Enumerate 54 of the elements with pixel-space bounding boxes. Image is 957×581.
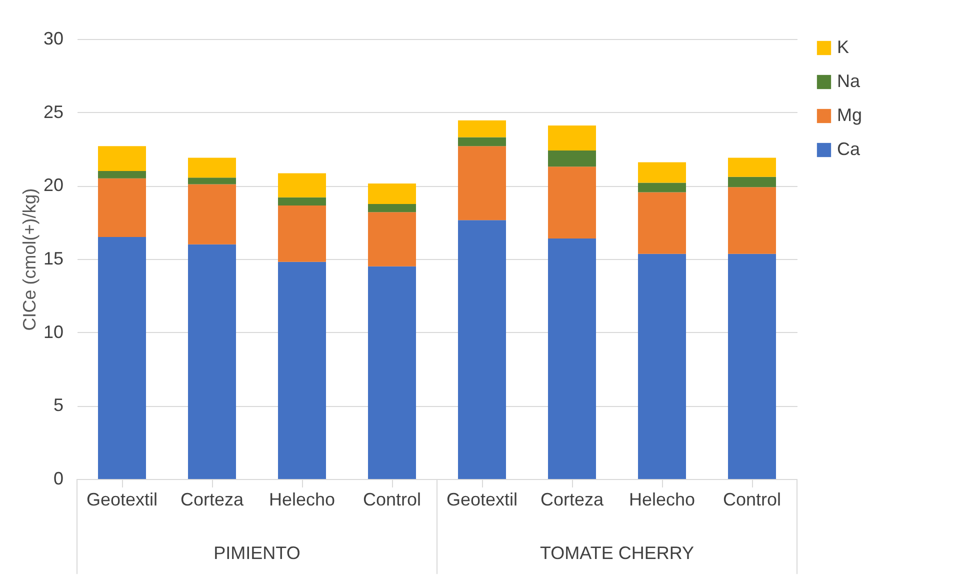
y-tick-label: 15: [43, 248, 64, 268]
x-tick-label: Control: [722, 490, 782, 510]
bar: [188, 184, 236, 244]
bar: [368, 212, 416, 266]
x-tick-label: Helecho: [628, 490, 696, 510]
bar: [368, 266, 416, 479]
bar: [188, 244, 236, 479]
bar: [98, 146, 146, 171]
bar: [548, 166, 596, 238]
bar: [728, 187, 776, 254]
legend-label: Mg: [837, 105, 862, 125]
bar: [548, 238, 596, 479]
bar: [638, 182, 686, 192]
bar: [458, 137, 506, 146]
bar: [98, 178, 146, 237]
x-tick-label: Control: [362, 490, 422, 510]
bar: [188, 158, 236, 178]
y-tick-label: 5: [53, 395, 64, 416]
y-tick-label: 30: [43, 28, 64, 48]
legend-label: Ca: [837, 139, 861, 159]
x-tick-label: Corteza: [540, 490, 604, 510]
bar: [458, 220, 506, 479]
bar: [728, 158, 776, 177]
legend-label: K: [837, 37, 850, 57]
y-axis-title: CICe (cmol(+)/kg): [19, 188, 40, 331]
bar: [458, 120, 506, 138]
bar: [638, 162, 686, 183]
bar: [98, 171, 146, 178]
text: PIMIENTO: [214, 543, 300, 563]
bar: [278, 262, 326, 479]
bar: [98, 237, 146, 479]
x-tick-label: Geotextil: [446, 490, 518, 510]
y-tick-label: 25: [43, 102, 64, 122]
bar: [278, 197, 326, 206]
text: TOMATE CHERRY: [540, 543, 694, 563]
x-tick-label: Geotextil: [86, 490, 158, 510]
y-tick-label: 20: [43, 175, 64, 196]
bar: [458, 146, 506, 220]
bar: [548, 150, 596, 167]
y-tick-label: 0: [53, 468, 64, 488]
bar: [728, 254, 776, 479]
x-tick-label: Helecho: [268, 490, 336, 510]
bar: [278, 205, 326, 262]
y-tick-label: 10: [43, 322, 64, 342]
x-tick-label: Corteza: [180, 490, 244, 510]
bar: [728, 176, 776, 188]
bar: [368, 204, 416, 212]
bar: [188, 178, 236, 184]
bar: [548, 126, 596, 150]
bar: [278, 173, 326, 198]
bar: [638, 192, 686, 254]
bar: [638, 254, 686, 479]
legend-label: Na: [837, 71, 861, 91]
bar: [368, 183, 416, 204]
